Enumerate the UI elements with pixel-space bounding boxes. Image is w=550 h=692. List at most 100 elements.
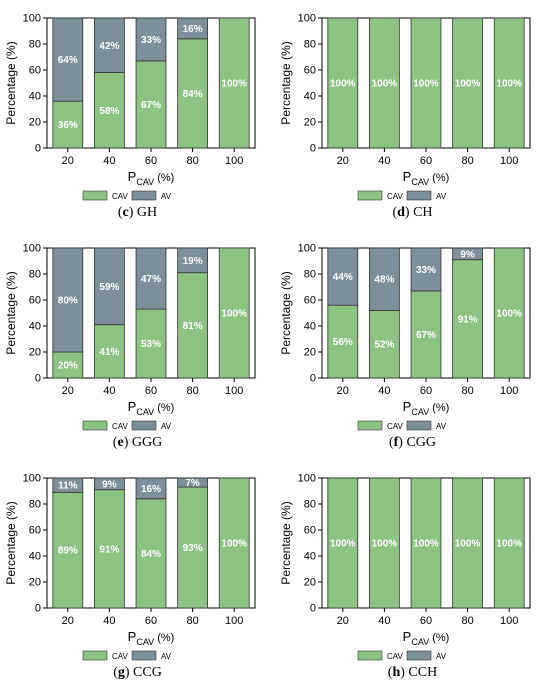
bar-label-cav: 53% <box>141 339 161 350</box>
legend-swatch-cav <box>357 190 383 201</box>
y-tick-label: 60 <box>304 65 316 77</box>
bar-cav <box>135 308 167 379</box>
panel-caption-text: ) GGG <box>123 435 163 450</box>
bar-label-av: 64% <box>58 55 78 66</box>
bar-label-av: 11% <box>58 481 78 492</box>
legend-label-av: AV <box>436 422 447 431</box>
y-tick-label: 100 <box>23 243 41 255</box>
panel-caption-prefix: ( <box>392 205 398 220</box>
bar-label-av: 9% <box>102 479 117 490</box>
bar-label-cav: 100% <box>221 539 247 550</box>
bar-cav <box>218 17 250 149</box>
y-tick-label: 80 <box>304 269 316 281</box>
y-axis-label: Percentage (%) <box>4 501 18 584</box>
legend-label-av: AV <box>436 652 447 661</box>
bar-label-cav: 36% <box>58 120 78 131</box>
bar-label-av: 33% <box>141 35 161 46</box>
y-tick-label: 80 <box>29 499 41 511</box>
bar-label-cav: 56% <box>333 337 353 348</box>
x-tick-label: 100 <box>225 155 243 167</box>
panel-caption-prefix: ( <box>388 435 394 450</box>
legend-swatch-cav <box>357 650 383 661</box>
x-axis-label: PCAV (%) <box>128 629 175 647</box>
panel-caption-prefix: ( <box>112 435 118 450</box>
bar-cav <box>94 72 125 149</box>
bar-av <box>410 247 442 292</box>
y-tick-label: 40 <box>304 321 316 333</box>
y-tick-label: 80 <box>29 269 41 281</box>
bar-label-cav: 100% <box>413 539 439 550</box>
legend-label-cav: CAV <box>387 652 404 661</box>
y-tick-label: 60 <box>29 525 41 537</box>
x-tick-label: 100 <box>225 385 243 397</box>
panel-letter: e <box>117 435 124 450</box>
x-tick-label: 40 <box>378 615 390 627</box>
bar-label-av: 44% <box>333 272 353 283</box>
bar-av <box>327 247 359 306</box>
y-tick-label: 80 <box>304 39 316 51</box>
x-axis-label: PCAV (%) <box>128 169 175 187</box>
chart-panel-f: 0 20 40 60 80 100 Percentage (%) 56% 44% 20 52% 48%… <box>279 243 531 431</box>
legend-swatch-av <box>406 190 432 201</box>
panel-letter: f <box>393 435 399 450</box>
legend-swatch-av <box>131 650 157 661</box>
bar-label-av: 47% <box>141 274 161 285</box>
legend-swatch-cav <box>82 190 108 201</box>
y-tick-label: 40 <box>29 321 41 333</box>
y-tick-label: 60 <box>304 295 316 307</box>
y-tick-label: 0 <box>35 373 41 385</box>
bar-label-cav: 84% <box>141 549 161 560</box>
chart-panel-d: 0 20 40 60 80 100 Percentage (%) 100% 20 100% 40 10… <box>279 13 531 201</box>
y-axis-label: Percentage (%) <box>4 41 18 124</box>
panel-letter: g <box>117 665 125 680</box>
x-axis-label: PCAV (%) <box>128 399 175 417</box>
chart-panel-h: 0 20 40 60 80 100 Percentage (%) 100% 20 100% 40 10… <box>279 473 531 661</box>
bar-cav <box>327 17 359 149</box>
y-tick-label: 40 <box>304 91 316 103</box>
panel-caption-h: (h) CCH <box>275 665 550 681</box>
y-tick-label: 20 <box>304 347 316 359</box>
legend-label-cav: CAV <box>112 192 129 201</box>
panel-caption-e: (e) GGG <box>0 435 275 451</box>
y-tick-label: 0 <box>310 143 316 155</box>
legend-swatch-cav <box>82 650 108 661</box>
legend-label-av: AV <box>161 652 172 661</box>
legend-swatch-av <box>131 420 157 431</box>
bar-cav <box>452 17 483 149</box>
y-tick-label: 20 <box>29 577 41 589</box>
bar-av <box>177 17 208 40</box>
bar-label-cav: 100% <box>372 539 398 550</box>
legend-label-cav: CAV <box>112 652 129 661</box>
y-tick-label: 80 <box>304 499 316 511</box>
legend-swatch-cav <box>82 420 108 431</box>
panel-caption-d: (d) CH <box>275 205 550 221</box>
bar-av <box>52 17 84 102</box>
legend-label-cav: CAV <box>112 422 129 431</box>
bar-cav <box>94 324 125 379</box>
bar-label-av: 19% <box>183 256 203 267</box>
x-axis-label: PCAV (%) <box>403 169 450 187</box>
y-tick-label: 100 <box>298 473 316 485</box>
y-tick-label: 80 <box>29 39 41 51</box>
bar-label-cav: 91% <box>99 544 119 555</box>
bar-cav <box>177 486 208 609</box>
bar-cav <box>493 247 525 379</box>
y-tick-label: 20 <box>29 117 41 129</box>
panel-caption-prefix: ( <box>387 665 393 680</box>
x-axis-label: PCAV (%) <box>403 399 450 417</box>
bar-cav <box>493 477 525 609</box>
bar-label-av: 48% <box>374 275 394 286</box>
bar-av <box>94 247 125 326</box>
bar-label-av: 80% <box>58 296 78 307</box>
bar-av <box>94 17 125 73</box>
bar-cav <box>369 17 400 149</box>
bar-label-av: 33% <box>416 265 436 276</box>
x-tick-label: 60 <box>420 385 432 397</box>
bar-label-cav: 100% <box>330 79 356 90</box>
x-tick-label: 40 <box>103 155 115 167</box>
bar-av <box>52 247 84 353</box>
bar-label-cav: 84% <box>183 89 203 100</box>
panel-caption-prefix: ( <box>113 665 118 680</box>
bar-av <box>135 247 167 310</box>
bar-label-cav: 91% <box>458 314 478 325</box>
